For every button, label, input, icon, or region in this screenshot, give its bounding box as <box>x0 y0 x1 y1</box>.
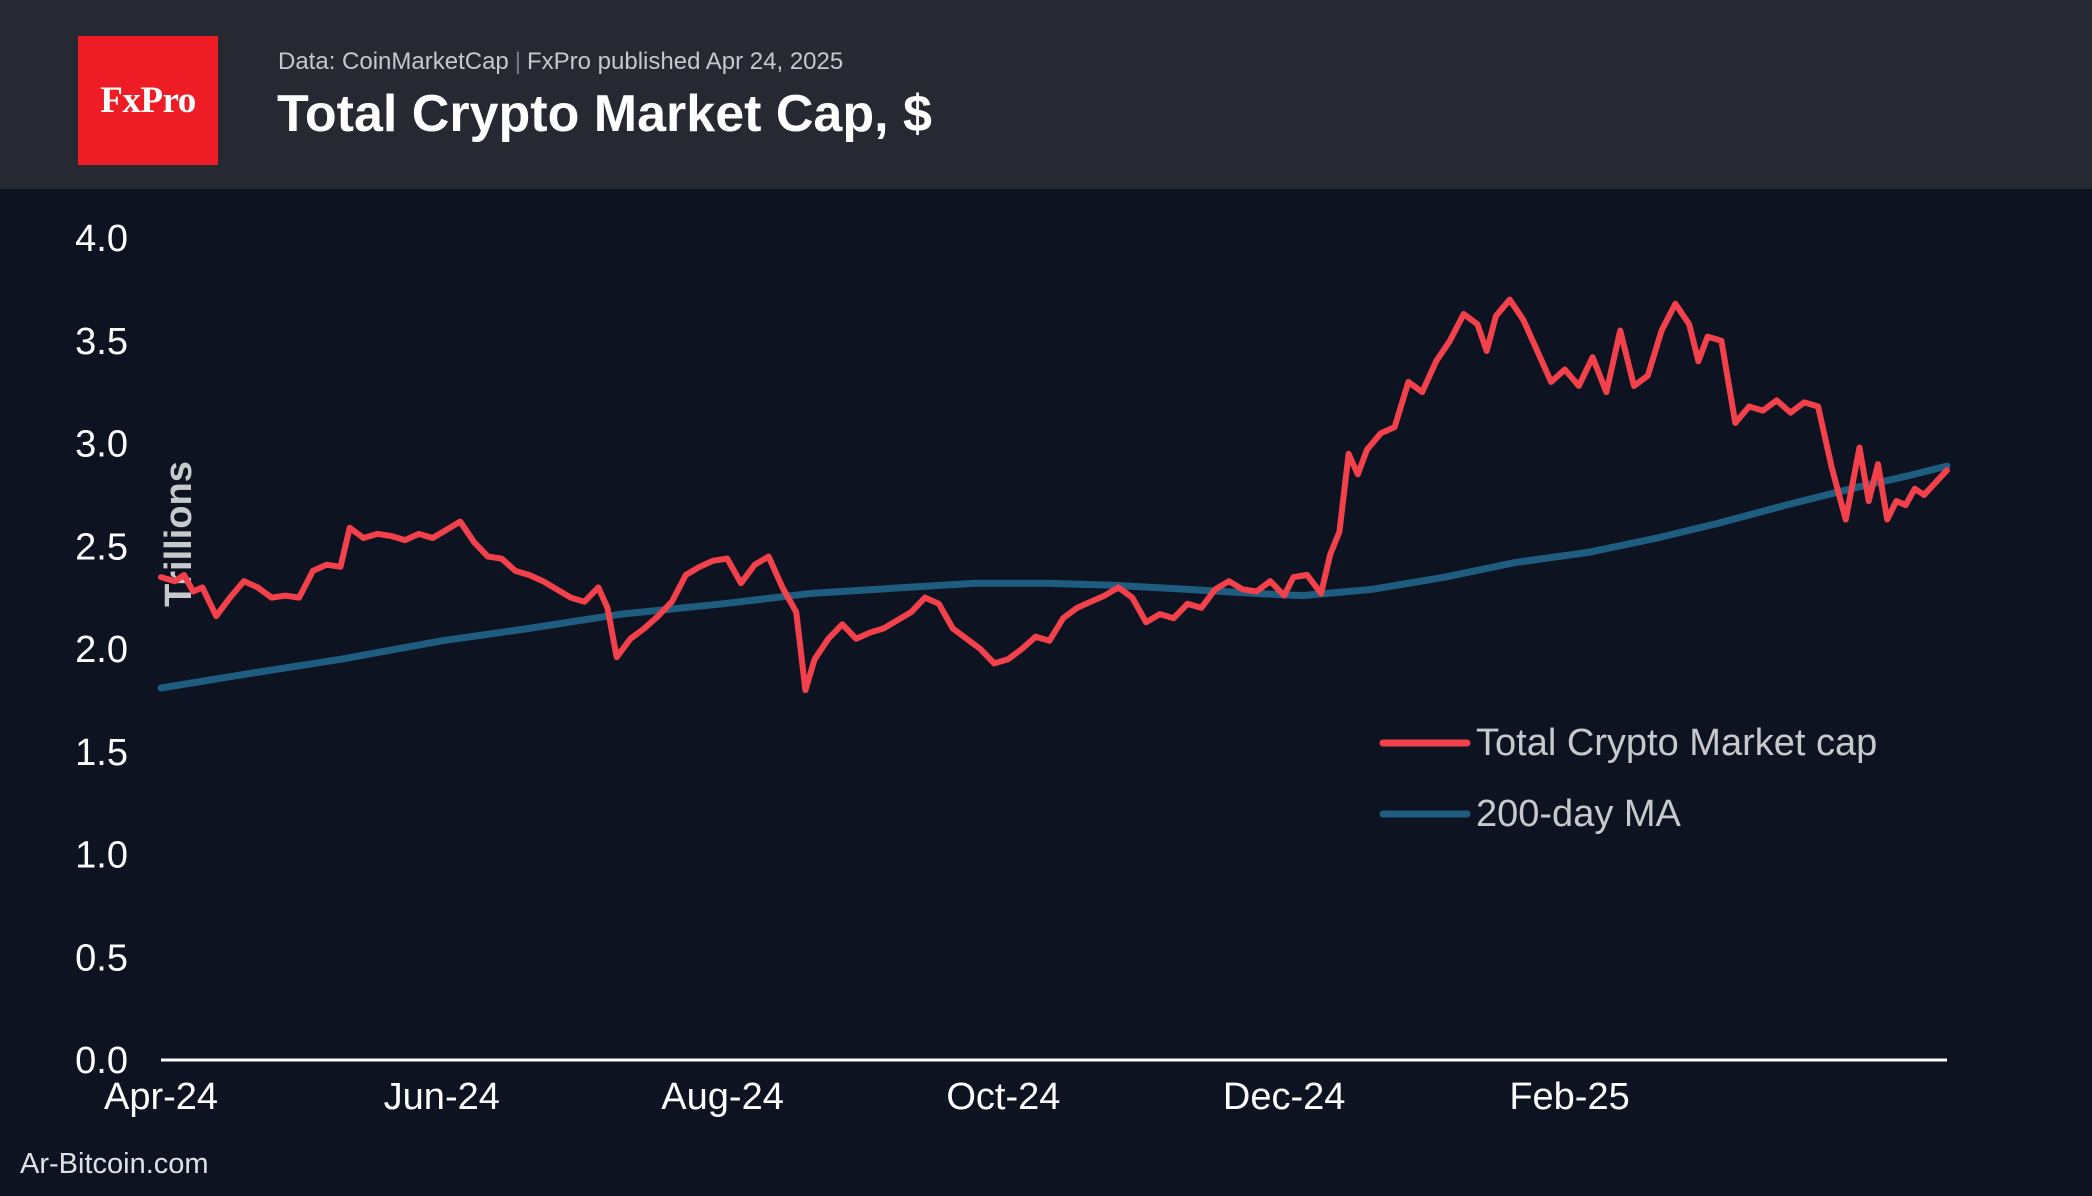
x-tick-label: Jun-24 <box>384 1076 500 1118</box>
x-axis-ticks: Apr-24 Jun-24 Aug-24 Oct-24 Dec-24 Feb-25 <box>104 1076 1630 1118</box>
logo-text: FxPro <box>100 80 196 121</box>
y-axis-ticks: 0.0 0.5 1.0 1.5 2.0 2.5 3.0 3.5 4.0 <box>75 218 128 1082</box>
x-tick-label: Feb-25 <box>1509 1076 1629 1118</box>
y-tick-label: 0.5 <box>75 937 128 979</box>
series-layer <box>157 296 1951 694</box>
y-tick-label: 1.5 <box>75 732 128 774</box>
header-bar: FxPro Data: CoinMarketCap | FxPro publishe… <box>0 0 2092 189</box>
legend: Total Crypto Market cap 200-day MA <box>1379 722 1877 835</box>
y-tick-label: 1.0 <box>75 835 128 877</box>
page-title: Total Crypto Market Cap, $ <box>277 85 932 143</box>
y-tick-label: 3.0 <box>75 424 128 466</box>
x-tick-label: Aug-24 <box>661 1076 784 1118</box>
x-tick-label: Oct-24 <box>946 1076 1060 1118</box>
y-tick-label: 4.0 <box>75 218 128 260</box>
data-source: Data: CoinMarketCap <box>278 48 509 75</box>
y-axis-label: Trillions <box>158 461 200 607</box>
series-line-ma <box>157 462 1951 692</box>
x-tick-label: Apr-24 <box>104 1076 218 1118</box>
series-line-market-cap <box>158 296 1950 694</box>
y-tick-label: 3.5 <box>75 321 128 363</box>
watermark: Ar-Bitcoin.com <box>20 1148 209 1180</box>
y-tick-label: 2.0 <box>75 629 128 671</box>
x-tick-label: Dec-24 <box>1223 1076 1346 1118</box>
legend-label-market-cap: Total Crypto Market cap <box>1476 722 1877 764</box>
source-separator: | <box>514 48 521 75</box>
legend-label-ma: 200-day MA <box>1476 793 1682 835</box>
market-cap-chart: 0.0 0.5 1.0 1.5 2.0 2.5 3.0 3.5 4.0 Trillions Ap… <box>75 218 1951 1118</box>
y-tick-label: 2.5 <box>75 526 128 568</box>
fxpro-logo: FxPro <box>78 36 218 165</box>
y-tick-label: 0.0 <box>75 1040 128 1082</box>
source-line: Data: CoinMarketCap | FxPro published Apr … <box>278 48 843 76</box>
published-date: FxPro published Apr 24, 2025 <box>527 48 844 75</box>
